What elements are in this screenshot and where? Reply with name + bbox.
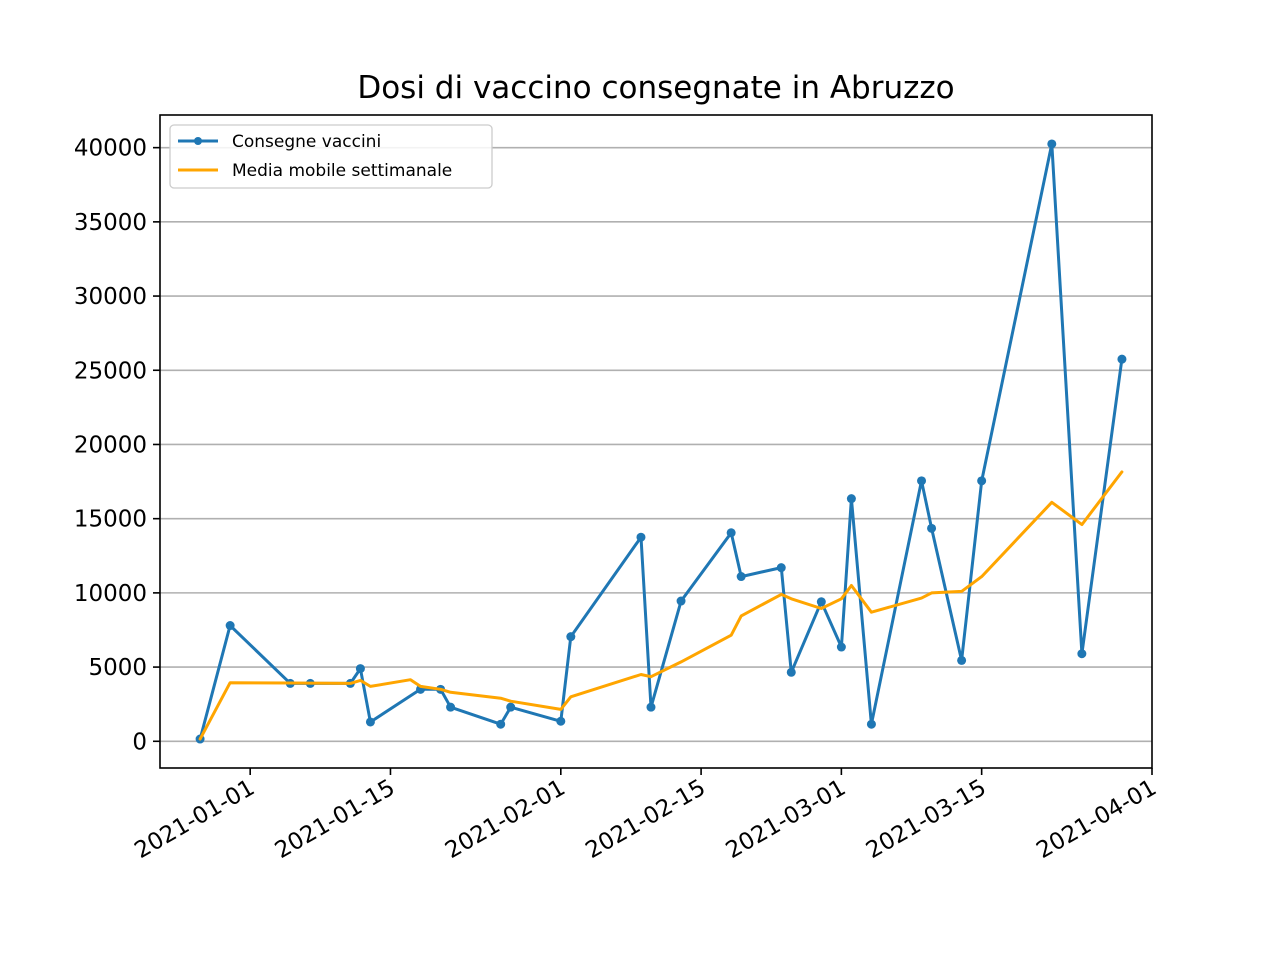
data-point-consegne xyxy=(1047,139,1057,149)
data-point-consegne xyxy=(977,476,987,486)
legend-label-consegne: Consegne vaccini xyxy=(232,132,381,152)
data-point-consegne xyxy=(556,716,566,726)
data-point-consegne xyxy=(846,494,856,504)
y-tick-label: 15000 xyxy=(74,507,147,533)
data-point-consegne xyxy=(496,719,506,729)
data-point-consegne xyxy=(636,532,646,542)
data-point-consegne xyxy=(866,719,876,729)
data-point-consegne xyxy=(836,642,846,652)
data-point-consegne xyxy=(1077,649,1087,659)
data-point-consegne xyxy=(776,563,786,573)
y-tick-label: 5000 xyxy=(88,655,147,681)
data-point-consegne xyxy=(816,597,826,607)
data-point-consegne xyxy=(1117,354,1127,364)
y-tick-label: 40000 xyxy=(74,136,147,162)
data-point-consegne xyxy=(355,664,365,674)
data-point-consegne xyxy=(365,717,375,727)
data-point-consegne xyxy=(786,667,796,677)
y-tick-label: 25000 xyxy=(74,358,147,384)
legend-marker-consegne xyxy=(194,137,202,145)
y-tick-label: 0 xyxy=(132,729,147,755)
data-point-consegne xyxy=(957,655,967,665)
y-tick-label: 20000 xyxy=(74,432,147,458)
series-layer xyxy=(195,139,1127,744)
y-tick-label: 10000 xyxy=(74,581,147,607)
y-tick-label: 30000 xyxy=(74,284,147,310)
series-line-consegne xyxy=(198,142,1124,741)
data-point-consegne xyxy=(726,528,736,538)
y-axis: 0 5000 10000 15000 20000 25000 30000 35000 40000 xyxy=(74,136,160,755)
data-point-consegne xyxy=(676,596,686,606)
chart-title: Dosi di vaccino consegnate in Abruzzo xyxy=(357,70,954,106)
data-point-consegne xyxy=(446,702,456,712)
plot-frame xyxy=(159,114,1153,769)
data-point-consegne xyxy=(566,632,576,642)
data-point-consegne xyxy=(927,523,937,533)
legend: Consegne vaccini Media mobile settimanal… xyxy=(169,124,493,189)
data-point-consegne xyxy=(736,572,746,582)
data-point-consegne xyxy=(225,621,235,631)
data-point-consegne xyxy=(917,476,927,486)
data-point-consegne xyxy=(506,702,516,712)
series-line-media xyxy=(198,470,1124,741)
y-tick-label: 35000 xyxy=(74,210,147,236)
legend-box xyxy=(169,124,493,189)
data-point-consegne xyxy=(646,702,656,712)
legend-label-media: Media mobile settimanale xyxy=(232,161,452,181)
